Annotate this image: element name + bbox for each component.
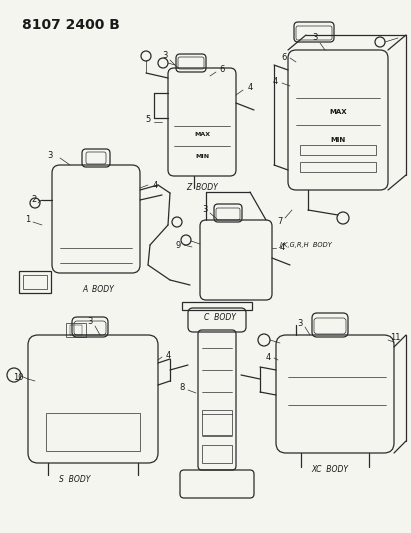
Text: 8: 8 xyxy=(179,384,185,392)
Bar xyxy=(202,410,232,435)
Text: 4: 4 xyxy=(152,181,158,190)
Text: 3: 3 xyxy=(312,34,318,43)
Text: MAX: MAX xyxy=(329,109,347,115)
Text: 3: 3 xyxy=(297,319,302,327)
Text: 3: 3 xyxy=(202,206,208,214)
Text: MIN: MIN xyxy=(195,154,209,158)
Text: 3: 3 xyxy=(162,52,168,61)
Text: J,K,G,R,H  BODY: J,K,G,R,H BODY xyxy=(279,242,331,248)
Text: 1: 1 xyxy=(25,215,31,224)
Text: Z  BODY: Z BODY xyxy=(186,183,218,192)
Text: 6: 6 xyxy=(281,52,287,61)
Bar xyxy=(300,162,376,172)
Text: A  BODY: A BODY xyxy=(82,286,114,295)
Text: 11: 11 xyxy=(390,334,400,343)
Text: XC  BODY: XC BODY xyxy=(312,465,349,474)
Bar xyxy=(182,302,252,310)
Text: 10: 10 xyxy=(13,374,23,383)
Text: 4: 4 xyxy=(266,352,270,361)
Text: MAX: MAX xyxy=(194,132,210,136)
Bar xyxy=(66,323,86,337)
Text: 2: 2 xyxy=(31,196,37,205)
Text: C  BODY: C BODY xyxy=(204,313,236,322)
Text: 3: 3 xyxy=(87,318,93,327)
Text: 4: 4 xyxy=(165,351,171,359)
Bar xyxy=(23,275,47,289)
Bar xyxy=(202,445,232,463)
Text: 4: 4 xyxy=(247,84,253,93)
Bar xyxy=(19,271,51,293)
Text: 5: 5 xyxy=(145,116,150,125)
Text: 9: 9 xyxy=(175,240,180,249)
Text: MIN: MIN xyxy=(330,137,346,143)
Text: 3: 3 xyxy=(47,150,53,159)
Text: 4: 4 xyxy=(279,244,285,253)
Bar xyxy=(300,145,376,155)
Bar xyxy=(46,413,140,451)
Bar xyxy=(70,325,82,335)
Text: 6: 6 xyxy=(219,66,225,75)
Text: 7: 7 xyxy=(277,217,283,227)
Text: 4: 4 xyxy=(272,77,277,86)
Text: S  BODY: S BODY xyxy=(59,475,91,484)
Text: 8107 2400 B: 8107 2400 B xyxy=(22,18,120,32)
